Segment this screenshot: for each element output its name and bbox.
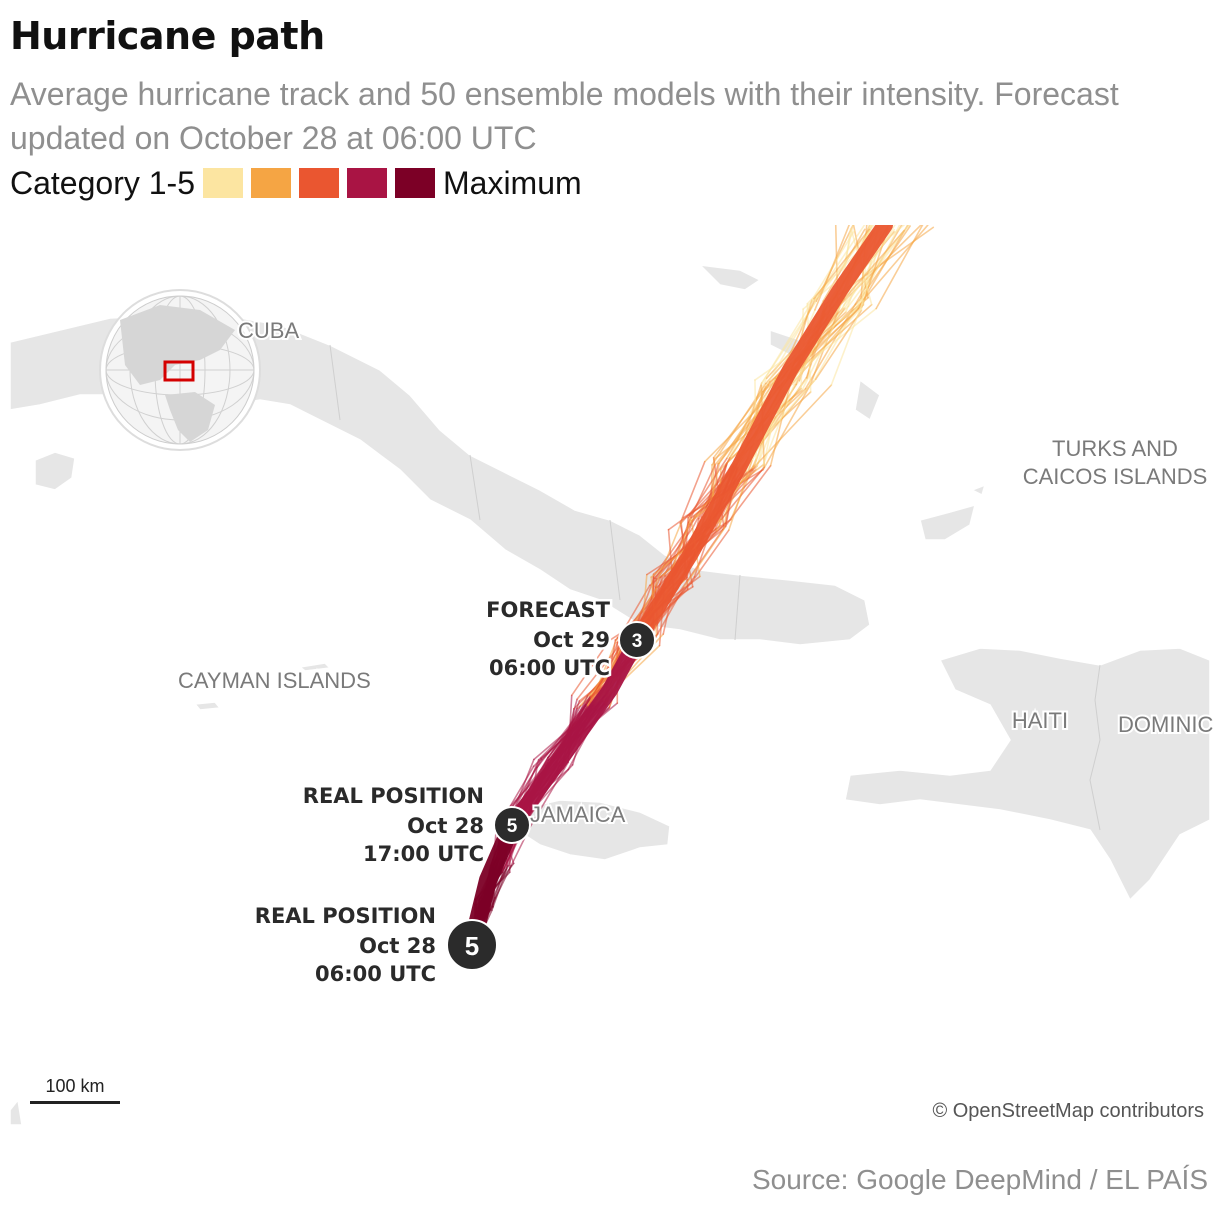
ensemble-track-segment: [813, 228, 871, 300]
ensemble-track-segment: [860, 228, 889, 309]
legend-swatch-5: [394, 168, 435, 198]
isle-of-youth: [34, 451, 76, 491]
average-track-segment-cat3: [629, 225, 893, 648]
label-haiti: HAITI: [1012, 708, 1068, 733]
jamaica-landmass: [519, 799, 671, 861]
map-corner: [9, 1098, 23, 1126]
average-track-segment-cat4: [504, 632, 645, 833]
ensemble-track-segment: [679, 460, 706, 525]
ensemble-track-segment: [654, 516, 685, 587]
ensemble-track-segment: [576, 638, 625, 701]
marker-real-0600-label-3: 06:00 UTC: [315, 962, 436, 986]
marker-real-1700-label-3: 17:00 UTC: [363, 842, 484, 866]
ensemble-track-segment: [652, 515, 698, 578]
marker-real-0600[interactable]: 5 REAL POSITION Oct 28 06:00 UTC: [252, 902, 498, 989]
hispaniola-landmass: [844, 647, 1211, 902]
ensemble-track-segment: [843, 229, 905, 300]
locator-globe: [99, 289, 261, 451]
marker-real-1700-label-1: REAL POSITION: [303, 784, 484, 808]
ensemble-track-segment: [718, 381, 775, 464]
marker-forecast-label-1: FORECAST: [486, 598, 611, 622]
ensemble-track-segment: [762, 383, 796, 466]
marker-forecast-label-3: 06:00 UTC: [489, 656, 610, 680]
ensemble-track-segment: [754, 389, 789, 471]
scale-bar: 100 km: [30, 1076, 120, 1104]
ensemble-track-segment: [760, 297, 815, 386]
ensemble-track-segment: [491, 867, 506, 908]
marker-forecast-label-2: Oct 29: [533, 628, 610, 652]
source-note: Source: Google DeepMind / EL PAÍS: [751, 1164, 1208, 1195]
marker-real-1700-category: 5: [507, 816, 518, 837]
locator-box: [163, 360, 195, 382]
marker-real-0600-label-2: Oct 28: [359, 934, 436, 958]
marker-forecast[interactable]: 3 FORECAST Oct 29 06:00 UTC: [484, 596, 656, 683]
chart-title: Hurricane path: [10, 14, 325, 58]
ensemble-track-segment: [721, 464, 772, 531]
ensemble-track-segment: [855, 225, 901, 310]
marker-real-1700[interactable]: 5 REAL POSITION Oct 28 17:00 UTC: [300, 782, 531, 869]
ensemble-track-segment: [875, 225, 924, 310]
legend-right-label: Maximum: [442, 164, 582, 201]
legend-swatch-3: [298, 168, 339, 198]
marker-real-1700-label-2: Oct 28: [407, 814, 484, 838]
map-attribution: © OpenStreetMap contributors: [932, 1100, 1204, 1122]
place-labels: CUBA CAYMAN ISLANDS TURKS AND CAICOS ISL…: [176, 316, 1215, 829]
ensemble-track-segment: [863, 225, 929, 301]
scale-line: [30, 1101, 120, 1104]
label-turks-line2: CAICOS ISLANDS: [1023, 464, 1208, 489]
ensemble-track-segment: [728, 459, 753, 532]
ensemble-track-segment: [720, 466, 766, 521]
ensemble-track-segment: [712, 381, 771, 459]
turks-caicos-islands: [919, 483, 987, 541]
ensemble-track-segment: [814, 309, 863, 381]
label-dominican: DOMINIC: [1118, 712, 1213, 737]
legend-swatch-4: [346, 168, 387, 198]
marker-real-0600-label-1: REAL POSITION: [255, 904, 436, 928]
label-jamaica: JAMAICA: [530, 802, 626, 827]
cayman-islands: [193, 662, 332, 711]
ensemble-track-segment: [769, 384, 791, 467]
globe-south-america: [165, 392, 215, 442]
ensemble-track-segment: [529, 761, 569, 828]
hurricane-map[interactable]: CUBA CAYMAN ISLANDS TURKS AND CAICOS ISL…: [0, 225, 1220, 1130]
ensemble-track-segment: [751, 384, 833, 470]
ensemble-track-segment: [570, 639, 611, 697]
chart-subtitle: Average hurricane track and 50 ensemble …: [10, 76, 1119, 156]
marker-forecast-category: 3: [632, 631, 643, 652]
ensemble-track-segment: [690, 529, 730, 585]
ensemble-track-segment: [683, 525, 727, 589]
marker-real-0600-category: 5: [465, 931, 479, 961]
label-cuba: CUBA: [238, 318, 299, 343]
label-turks-line1: TURKS AND: [1052, 436, 1178, 461]
label-cayman-islands: CAYMAN ISLANDS: [178, 668, 371, 693]
ensemble-track-segment: [830, 298, 865, 386]
category-legend: Category 1-5 Maximum: [10, 163, 582, 203]
ensemble-track-segment: [814, 225, 851, 311]
scale-label: 100 km: [45, 1076, 105, 1096]
globe-north-america: [120, 305, 235, 385]
legend-swatch-2: [250, 168, 291, 198]
legend-left-label: Category 1-5: [10, 164, 195, 201]
legend-swatch-1: [202, 168, 243, 198]
